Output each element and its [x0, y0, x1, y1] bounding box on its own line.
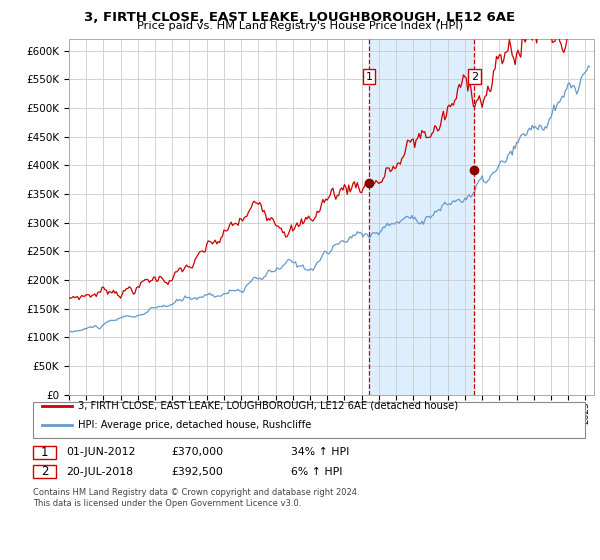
Text: 01-JUN-2012: 01-JUN-2012 [66, 447, 136, 458]
Text: 34% ↑ HPI: 34% ↑ HPI [291, 447, 349, 458]
Text: 3, FIRTH CLOSE, EAST LEAKE, LOUGHBOROUGH, LE12 6AE (detached house): 3, FIRTH CLOSE, EAST LEAKE, LOUGHBOROUGH… [78, 401, 458, 410]
Text: £370,000: £370,000 [171, 447, 223, 458]
Text: 1: 1 [41, 446, 48, 459]
Text: 1: 1 [365, 72, 373, 82]
Text: 3, FIRTH CLOSE, EAST LEAKE, LOUGHBOROUGH, LE12 6AE: 3, FIRTH CLOSE, EAST LEAKE, LOUGHBOROUGH… [85, 11, 515, 24]
Text: 2: 2 [41, 465, 48, 478]
Bar [369, 39, 475, 395]
Text: 6% ↑ HPI: 6% ↑ HPI [291, 466, 343, 477]
Text: 20-JUL-2018: 20-JUL-2018 [66, 466, 133, 477]
Text: £392,500: £392,500 [171, 466, 223, 477]
Text: 2: 2 [471, 72, 478, 82]
Text: Contains HM Land Registry data © Crown copyright and database right 2024.
This d: Contains HM Land Registry data © Crown c… [33, 488, 359, 508]
Text: Price paid vs. HM Land Registry's House Price Index (HPI): Price paid vs. HM Land Registry's House … [137, 21, 463, 31]
Text: HPI: Average price, detached house, Rushcliffe: HPI: Average price, detached house, Rush… [78, 421, 311, 430]
